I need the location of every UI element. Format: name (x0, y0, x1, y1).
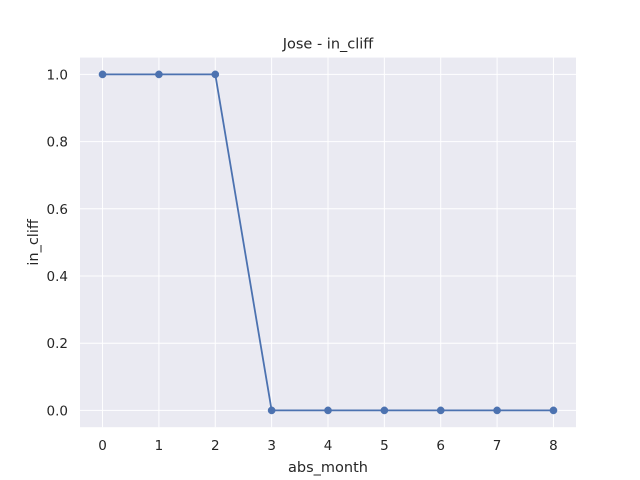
y-tick-label: 1.0 (47, 67, 68, 83)
x-axis-label: abs_month (288, 460, 368, 476)
x-tick-label: 5 (380, 438, 389, 454)
x-tick-label: 4 (324, 438, 333, 454)
x-axis-ticks: 0 1 2 3 4 5 6 7 8 (98, 438, 558, 454)
y-axis-label: in_cliff (26, 218, 42, 265)
data-point (211, 70, 220, 79)
x-tick-label: 8 (549, 438, 558, 454)
x-tick-label: 2 (211, 438, 220, 454)
chart-title: Jose - in_cliff (282, 37, 375, 53)
y-tick-label: 0.2 (47, 336, 68, 352)
y-tick-label: 0.6 (47, 202, 68, 218)
data-point (493, 406, 501, 415)
y-tick-label: 0.8 (47, 135, 68, 151)
x-tick-label: 1 (155, 438, 164, 454)
x-tick-label: 3 (267, 438, 276, 454)
data-point (324, 406, 332, 415)
y-tick-label: 0.4 (47, 269, 68, 285)
y-tick-label: 0.0 (47, 403, 68, 419)
y-axis-ticks: 0.0 0.2 0.4 0.6 0.8 1.0 (47, 67, 68, 419)
data-point (98, 70, 107, 79)
x-tick-label: 0 (98, 438, 107, 454)
data-point (436, 406, 445, 415)
data-point (380, 406, 389, 415)
data-point (549, 406, 558, 415)
series-layer (98, 70, 558, 415)
x-tick-label: 6 (436, 438, 445, 454)
data-point (267, 406, 276, 415)
x-tick-label: 7 (493, 438, 502, 454)
data-point (155, 70, 163, 79)
